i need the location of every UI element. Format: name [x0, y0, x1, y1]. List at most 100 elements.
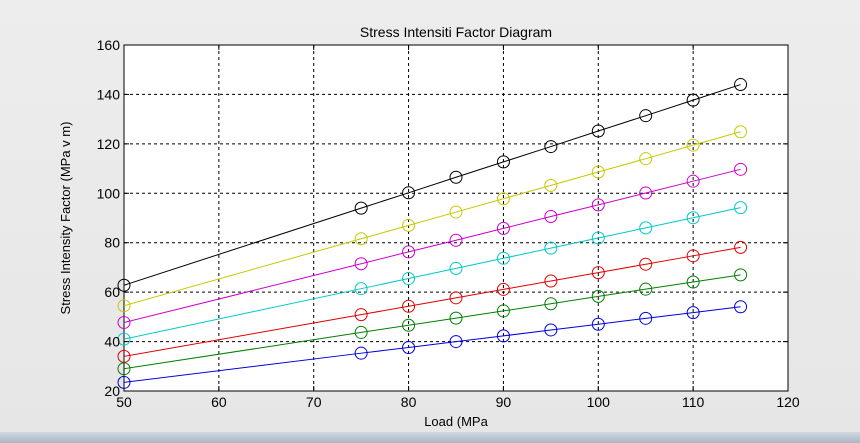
- x-tick-label: 50: [116, 394, 132, 410]
- data-point: [496, 304, 510, 318]
- data-point: [639, 257, 653, 271]
- x-tick-label: 80: [401, 394, 417, 410]
- data-point: [402, 341, 416, 355]
- data-point: [354, 346, 368, 360]
- window-bottom-edge: [0, 432, 860, 443]
- data-point: [117, 362, 131, 376]
- data-point: [734, 240, 748, 254]
- data-point: [734, 268, 748, 282]
- data-point: [449, 205, 463, 219]
- data-point: [496, 329, 510, 343]
- data-point: [639, 109, 653, 123]
- y-tick-label: 120: [97, 136, 121, 152]
- data-point: [402, 245, 416, 259]
- data-point: [402, 186, 416, 200]
- y-tick-label: 40: [104, 334, 120, 350]
- data-point: [544, 323, 558, 337]
- series-1: [117, 78, 748, 292]
- data-point: [496, 192, 510, 206]
- data-point: [591, 289, 605, 303]
- data-point: [354, 308, 368, 322]
- data-point: [734, 162, 748, 176]
- data-point: [591, 124, 605, 138]
- data-point: [544, 140, 558, 154]
- data-point: [496, 282, 510, 296]
- data-point: [686, 211, 700, 225]
- series-3: [117, 162, 748, 330]
- data-point: [686, 138, 700, 152]
- data-point: [449, 170, 463, 184]
- data-point: [591, 317, 605, 331]
- stress-intensity-chart: 50 60 70 80 90 100 110 12020406080100120140160 …: [58, 24, 800, 429]
- x-tick-label: 100: [587, 394, 611, 410]
- data-point: [686, 275, 700, 289]
- data-point: [117, 332, 131, 346]
- data-point: [639, 186, 653, 200]
- series-line: [123, 246, 741, 357]
- data-point: [496, 221, 510, 235]
- series-5: [117, 240, 748, 363]
- series-2: [117, 125, 748, 313]
- data-point: [402, 318, 416, 332]
- data-point: [449, 291, 463, 305]
- data-point: [544, 297, 558, 311]
- x-tick-label: 120: [776, 394, 800, 410]
- x-tick-label: 60: [211, 394, 227, 410]
- data-point: [449, 335, 463, 349]
- series-line: [123, 131, 741, 307]
- chart-title: Stress Intensiti Factor Diagram: [360, 24, 552, 40]
- series-line: [123, 168, 741, 324]
- data-point: [734, 78, 748, 92]
- data-point: [496, 251, 510, 265]
- x-tick-label: 90: [496, 394, 512, 410]
- data-point: [449, 261, 463, 275]
- data-point: [449, 311, 463, 325]
- y-tick-label: 140: [97, 86, 121, 102]
- data-point: [354, 325, 368, 339]
- data-point: [686, 93, 700, 107]
- data-point: [591, 231, 605, 245]
- data-point: [544, 210, 558, 224]
- data-point: [354, 282, 368, 296]
- x-tick-label: 70: [306, 394, 322, 410]
- data-point: [402, 299, 416, 313]
- y-axis-label: Stress Intensity Factor (MPa v m): [58, 122, 73, 315]
- data-point: [402, 218, 416, 232]
- data-point: [117, 278, 131, 292]
- series-line: [123, 84, 741, 286]
- data-point: [544, 178, 558, 192]
- data-point: [117, 316, 131, 330]
- data-point: [591, 198, 605, 212]
- series-4: [117, 201, 748, 346]
- data-point: [117, 299, 131, 313]
- data-point: [686, 306, 700, 320]
- data-point: [639, 282, 653, 296]
- data-point: [354, 257, 368, 271]
- data-point: [591, 165, 605, 179]
- data-point: [734, 300, 748, 314]
- x-tick-label: 110: [682, 394, 705, 410]
- x-axis-label: Load (MPa: [424, 414, 488, 429]
- data-point: [734, 201, 748, 215]
- data-point: [354, 201, 368, 215]
- data-point: [639, 152, 653, 166]
- series-line: [123, 274, 741, 370]
- series-line: [123, 306, 741, 383]
- data-point: [354, 232, 368, 246]
- data-point: [734, 125, 748, 139]
- data-point: [639, 311, 653, 325]
- data-point: [544, 241, 558, 255]
- axis-ticks: 50 60 70 80 90 100 110 120 20 40 60 80 100 120 140 160: [97, 37, 800, 410]
- data-point: [639, 221, 653, 235]
- data-point: [591, 266, 605, 280]
- y-tick-label: 80: [104, 235, 120, 251]
- data-point: [496, 155, 510, 169]
- grid-lines: [124, 45, 788, 391]
- series-line: [123, 207, 741, 340]
- data-point: [686, 249, 700, 263]
- data-point: [686, 174, 700, 188]
- series-layer: [117, 78, 748, 389]
- y-tick-label: 20: [104, 383, 120, 399]
- data-point: [544, 274, 558, 288]
